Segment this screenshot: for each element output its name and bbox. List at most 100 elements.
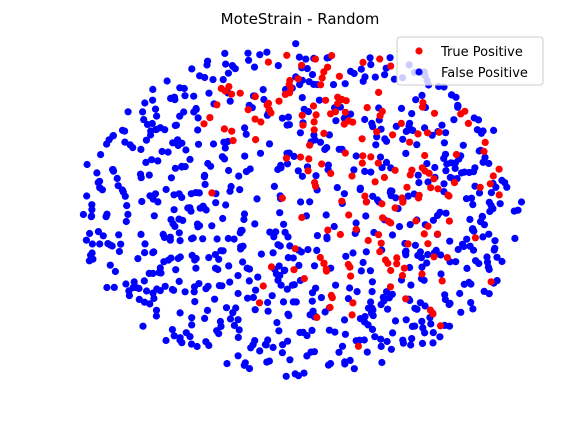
true-positive-point	[389, 131, 397, 139]
false-positive-point	[234, 352, 242, 360]
false-positive-point	[96, 177, 104, 185]
legend-frame	[396, 36, 544, 86]
false-positive-point	[196, 72, 204, 80]
false-positive-point	[178, 139, 186, 147]
false-positive-point	[161, 282, 169, 290]
true-positive-point	[322, 267, 331, 275]
false-positive-point	[226, 187, 234, 195]
true-positive-point	[221, 87, 229, 95]
false-positive-point	[234, 333, 242, 341]
false-positive-point	[491, 237, 499, 245]
false-positive-point	[167, 254, 175, 262]
false-positive-point	[440, 139, 448, 147]
false-positive-point	[143, 120, 152, 129]
legend-marker-false-positive	[415, 68, 423, 76]
false-positive-point	[442, 129, 450, 137]
false-positive-point	[82, 236, 90, 244]
false-positive-point	[218, 153, 226, 161]
true-positive-point	[275, 97, 283, 105]
false-positive-point	[96, 184, 104, 192]
false-positive-point	[145, 171, 153, 179]
false-positive-point	[83, 160, 91, 169]
false-positive-point	[219, 76, 227, 84]
false-positive-point	[169, 220, 177, 228]
false-positive-point	[230, 235, 238, 243]
chart-title: MoteStrain - Random	[221, 10, 380, 28]
false-positive-point	[172, 266, 180, 274]
false-positive-point	[466, 215, 474, 223]
false-positive-point	[280, 220, 288, 228]
false-positive-point	[124, 108, 132, 116]
true-positive-point	[352, 225, 360, 233]
false-positive-point	[279, 341, 287, 349]
false-positive-point	[118, 126, 127, 134]
true-positive-point	[404, 240, 412, 248]
false-positive-point	[438, 121, 446, 129]
false-positive-point	[151, 105, 160, 113]
true-positive-point	[443, 254, 451, 262]
false-positive-point	[213, 235, 221, 243]
false-positive-point	[335, 348, 343, 356]
false-positive-point	[96, 240, 104, 248]
true-positive-point	[486, 180, 494, 188]
false-positive-point	[418, 339, 427, 347]
false-positive-point	[332, 117, 340, 125]
false-positive-point	[459, 141, 467, 149]
false-positive-point	[402, 316, 410, 324]
true-positive-point	[376, 112, 384, 120]
true-positive-point	[324, 226, 332, 234]
true-positive-point	[291, 245, 299, 253]
true-positive-point	[359, 58, 367, 66]
false-positive-point	[329, 81, 338, 89]
false-positive-point	[222, 304, 231, 312]
true-positive-point	[377, 239, 385, 247]
true-positive-point	[481, 138, 489, 146]
false-positive-point	[174, 254, 182, 263]
false-positive-point	[215, 330, 223, 338]
false-positive-point	[340, 190, 348, 198]
false-positive-point	[241, 359, 249, 367]
true-positive-point	[320, 259, 328, 268]
true-positive-point	[429, 309, 437, 317]
false-positive-point	[442, 167, 450, 175]
false-positive-point	[109, 167, 118, 175]
false-positive-point	[89, 255, 97, 263]
false-positive-point	[479, 127, 487, 135]
false-positive-point	[141, 240, 149, 248]
false-positive-point	[474, 116, 483, 124]
false-positive-point	[149, 85, 157, 93]
false-positive-point	[341, 80, 349, 88]
false-positive-point	[467, 280, 475, 288]
false-positive-point	[226, 97, 234, 105]
false-positive-point	[285, 121, 293, 129]
false-positive-point	[469, 246, 478, 254]
true-positive-point	[298, 61, 306, 69]
false-positive-point	[121, 138, 129, 146]
false-positive-point	[463, 264, 471, 272]
true-positive-point	[287, 84, 295, 92]
false-positive-point	[245, 277, 253, 285]
false-positive-point	[349, 249, 357, 257]
false-positive-point	[138, 197, 146, 206]
false-positive-point	[97, 151, 105, 159]
false-positive-point	[150, 294, 158, 302]
false-positive-point	[446, 173, 454, 181]
false-positive-point	[369, 192, 377, 200]
false-positive-point	[363, 348, 371, 356]
true-positive-point	[399, 198, 407, 206]
true-positive-point	[311, 55, 319, 63]
false-positive-point	[469, 168, 478, 176]
false-positive-point	[203, 306, 212, 314]
false-positive-point	[114, 182, 122, 190]
false-positive-point	[149, 195, 157, 203]
false-positive-point	[186, 155, 194, 163]
false-positive-point	[421, 329, 429, 337]
false-positive-point	[436, 333, 444, 341]
false-positive-point	[313, 246, 321, 254]
true-positive-point	[208, 189, 216, 197]
false-positive-point	[333, 184, 341, 192]
false-positive-point	[148, 156, 156, 164]
false-positive-point	[256, 51, 264, 59]
false-positive-point	[483, 253, 491, 261]
false-positive-point	[298, 172, 306, 180]
